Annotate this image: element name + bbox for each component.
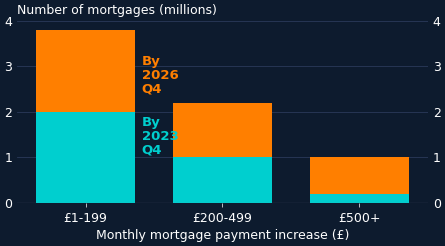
Bar bbox=[173, 103, 272, 157]
Bar bbox=[36, 30, 135, 112]
Text: Number of mortgages (millions): Number of mortgages (millions) bbox=[17, 4, 217, 17]
Bar bbox=[36, 112, 135, 203]
Bar bbox=[310, 157, 409, 194]
Bar bbox=[310, 194, 409, 203]
Bar bbox=[173, 157, 272, 203]
Text: By
2023
Q4: By 2023 Q4 bbox=[142, 116, 178, 156]
X-axis label: Monthly mortgage payment increase (£): Monthly mortgage payment increase (£) bbox=[96, 229, 349, 242]
Text: By
2026
Q4: By 2026 Q4 bbox=[142, 55, 178, 95]
